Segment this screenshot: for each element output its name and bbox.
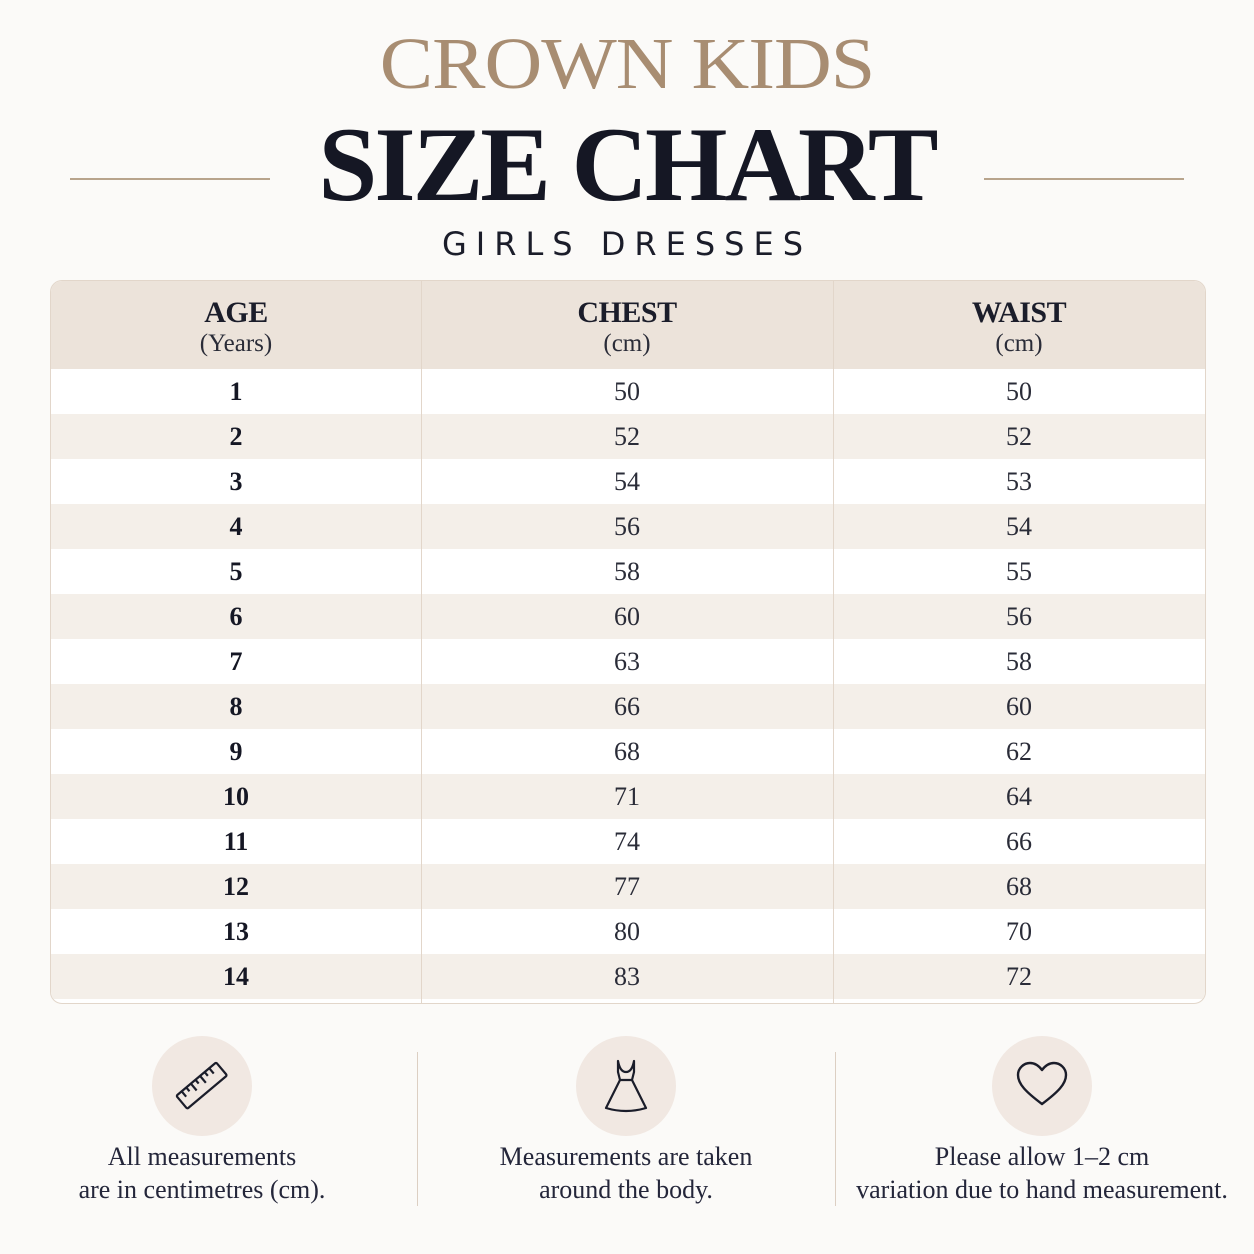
- cell-waist: 58: [1006, 647, 1032, 676]
- table-row: 8 66 60: [51, 684, 1205, 729]
- cell-age: 2: [229, 422, 243, 451]
- column-divider: [833, 281, 834, 1003]
- header-chest: CHEST (cm): [421, 281, 833, 369]
- table-row: 2 52 52: [51, 414, 1205, 459]
- cell-waist: 68: [1006, 872, 1032, 901]
- header-chest-label: CHEST: [577, 296, 677, 329]
- cell-chest: 50: [614, 377, 640, 406]
- cell-chest: 71: [614, 782, 640, 811]
- cell-age: 10: [223, 782, 249, 811]
- page-subtitle: GIRLS DRESSES: [441, 225, 813, 263]
- cell-waist: 62: [1006, 737, 1032, 766]
- cell-age: 7: [229, 647, 243, 676]
- cell-age: 8: [229, 692, 243, 721]
- cell-waist: 56: [1006, 602, 1032, 631]
- cell-age: 4: [229, 512, 243, 541]
- column-divider: [421, 281, 422, 1003]
- title-rule-left: [70, 178, 270, 180]
- heart-icon-badge: [992, 1036, 1092, 1136]
- cell-waist: 55: [1006, 557, 1032, 586]
- note-variation: Please allow 1–2 cm variation due to han…: [842, 1036, 1242, 1206]
- cell-waist: 64: [1006, 782, 1032, 811]
- cell-chest: 74: [614, 827, 640, 856]
- cell-chest: 60: [614, 602, 640, 631]
- table-row: 3 54 53: [51, 459, 1205, 504]
- note-line: around the body.: [539, 1175, 713, 1204]
- note-line: variation due to hand measurement.: [856, 1175, 1228, 1204]
- title-row: SIZE CHART: [0, 110, 1254, 220]
- note-line: Measurements are taken: [499, 1142, 753, 1171]
- brand-name: CROWN KIDS: [379, 23, 875, 105]
- cell-waist: 70: [1006, 917, 1032, 946]
- cell-waist: 50: [1006, 377, 1032, 406]
- note-line: All measurements: [107, 1142, 297, 1171]
- cell-age: 1: [229, 377, 243, 406]
- header-waist: WAIST (cm): [833, 281, 1205, 369]
- cell-waist: 72: [1006, 962, 1032, 991]
- header-waist-label: WAIST: [971, 296, 1067, 329]
- cell-chest: 80: [614, 917, 640, 946]
- header-age-label: AGE: [204, 296, 268, 329]
- note-measurement-units: All measurements are in centimetres (cm)…: [0, 1036, 404, 1206]
- table-row: 1 50 50: [51, 369, 1205, 414]
- page-title: SIZE CHART: [318, 106, 938, 223]
- table-row: 9 68 62: [51, 729, 1205, 774]
- ruler-icon-badge: [152, 1036, 252, 1136]
- table-row: 10 71 64: [51, 774, 1205, 819]
- table-row: 13 80 70: [51, 909, 1205, 954]
- cell-age: 9: [229, 737, 243, 766]
- header-chest-unit: (cm): [603, 330, 651, 357]
- note-divider: [835, 1052, 836, 1206]
- cell-age: 13: [223, 917, 249, 946]
- cell-chest: 66: [614, 692, 640, 721]
- cell-age: 3: [229, 467, 243, 496]
- header-age: AGE (Years): [51, 281, 421, 369]
- cell-waist: 52: [1006, 422, 1032, 451]
- table-row: 7 63 58: [51, 639, 1205, 684]
- header-age-unit: (Years): [199, 330, 273, 357]
- cell-chest: 52: [614, 422, 640, 451]
- cell-age: 12: [223, 872, 249, 901]
- cell-chest: 63: [614, 647, 640, 676]
- table-row: 6 60 56: [51, 594, 1205, 639]
- cell-age: 6: [229, 602, 243, 631]
- note-line: are in centimetres (cm).: [78, 1175, 326, 1204]
- cell-age: 5: [229, 557, 243, 586]
- table-row: 14 83 72: [51, 954, 1205, 999]
- cell-chest: 83: [614, 962, 640, 991]
- table-body: 1 50 50 2 52 52 3 54 53 4 56 54 5 58 55 6 60 56 7 63 58 8 66 60…: [51, 369, 1205, 999]
- cell-waist: 53: [1006, 467, 1032, 496]
- table-row: 5 58 55: [51, 549, 1205, 594]
- table-row: 4 56 54: [51, 504, 1205, 549]
- note-divider: [417, 1052, 418, 1206]
- cell-chest: 68: [614, 737, 640, 766]
- note-measurement-method: Measurements are taken around the body.: [424, 1036, 828, 1206]
- cell-waist: 54: [1006, 512, 1032, 541]
- table-header: AGE (Years) CHEST (cm) WAIST (cm): [51, 281, 1205, 369]
- cell-chest: 77: [614, 872, 640, 901]
- cell-chest: 58: [614, 557, 640, 586]
- dress-icon: [604, 1059, 648, 1113]
- table-row: 11 74 66: [51, 819, 1205, 864]
- header-waist-unit: (cm): [995, 330, 1043, 357]
- dress-icon-badge: [576, 1036, 676, 1136]
- size-table: AGE (Years) CHEST (cm) WAIST (cm) 1 50 50 2…: [50, 280, 1206, 1004]
- ruler-icon: [175, 1061, 228, 1110]
- cell-chest: 54: [614, 467, 640, 496]
- cell-age: 11: [223, 827, 249, 856]
- title-rule-right: [984, 178, 1184, 180]
- cell-chest: 56: [614, 512, 640, 541]
- table-row: 12 77 68: [51, 864, 1205, 909]
- cell-waist: 66: [1006, 827, 1032, 856]
- cell-age: 14: [223, 962, 249, 991]
- heart-icon: [1016, 1061, 1068, 1106]
- note-line: Please allow 1–2 cm: [934, 1142, 1150, 1171]
- cell-waist: 60: [1006, 692, 1032, 721]
